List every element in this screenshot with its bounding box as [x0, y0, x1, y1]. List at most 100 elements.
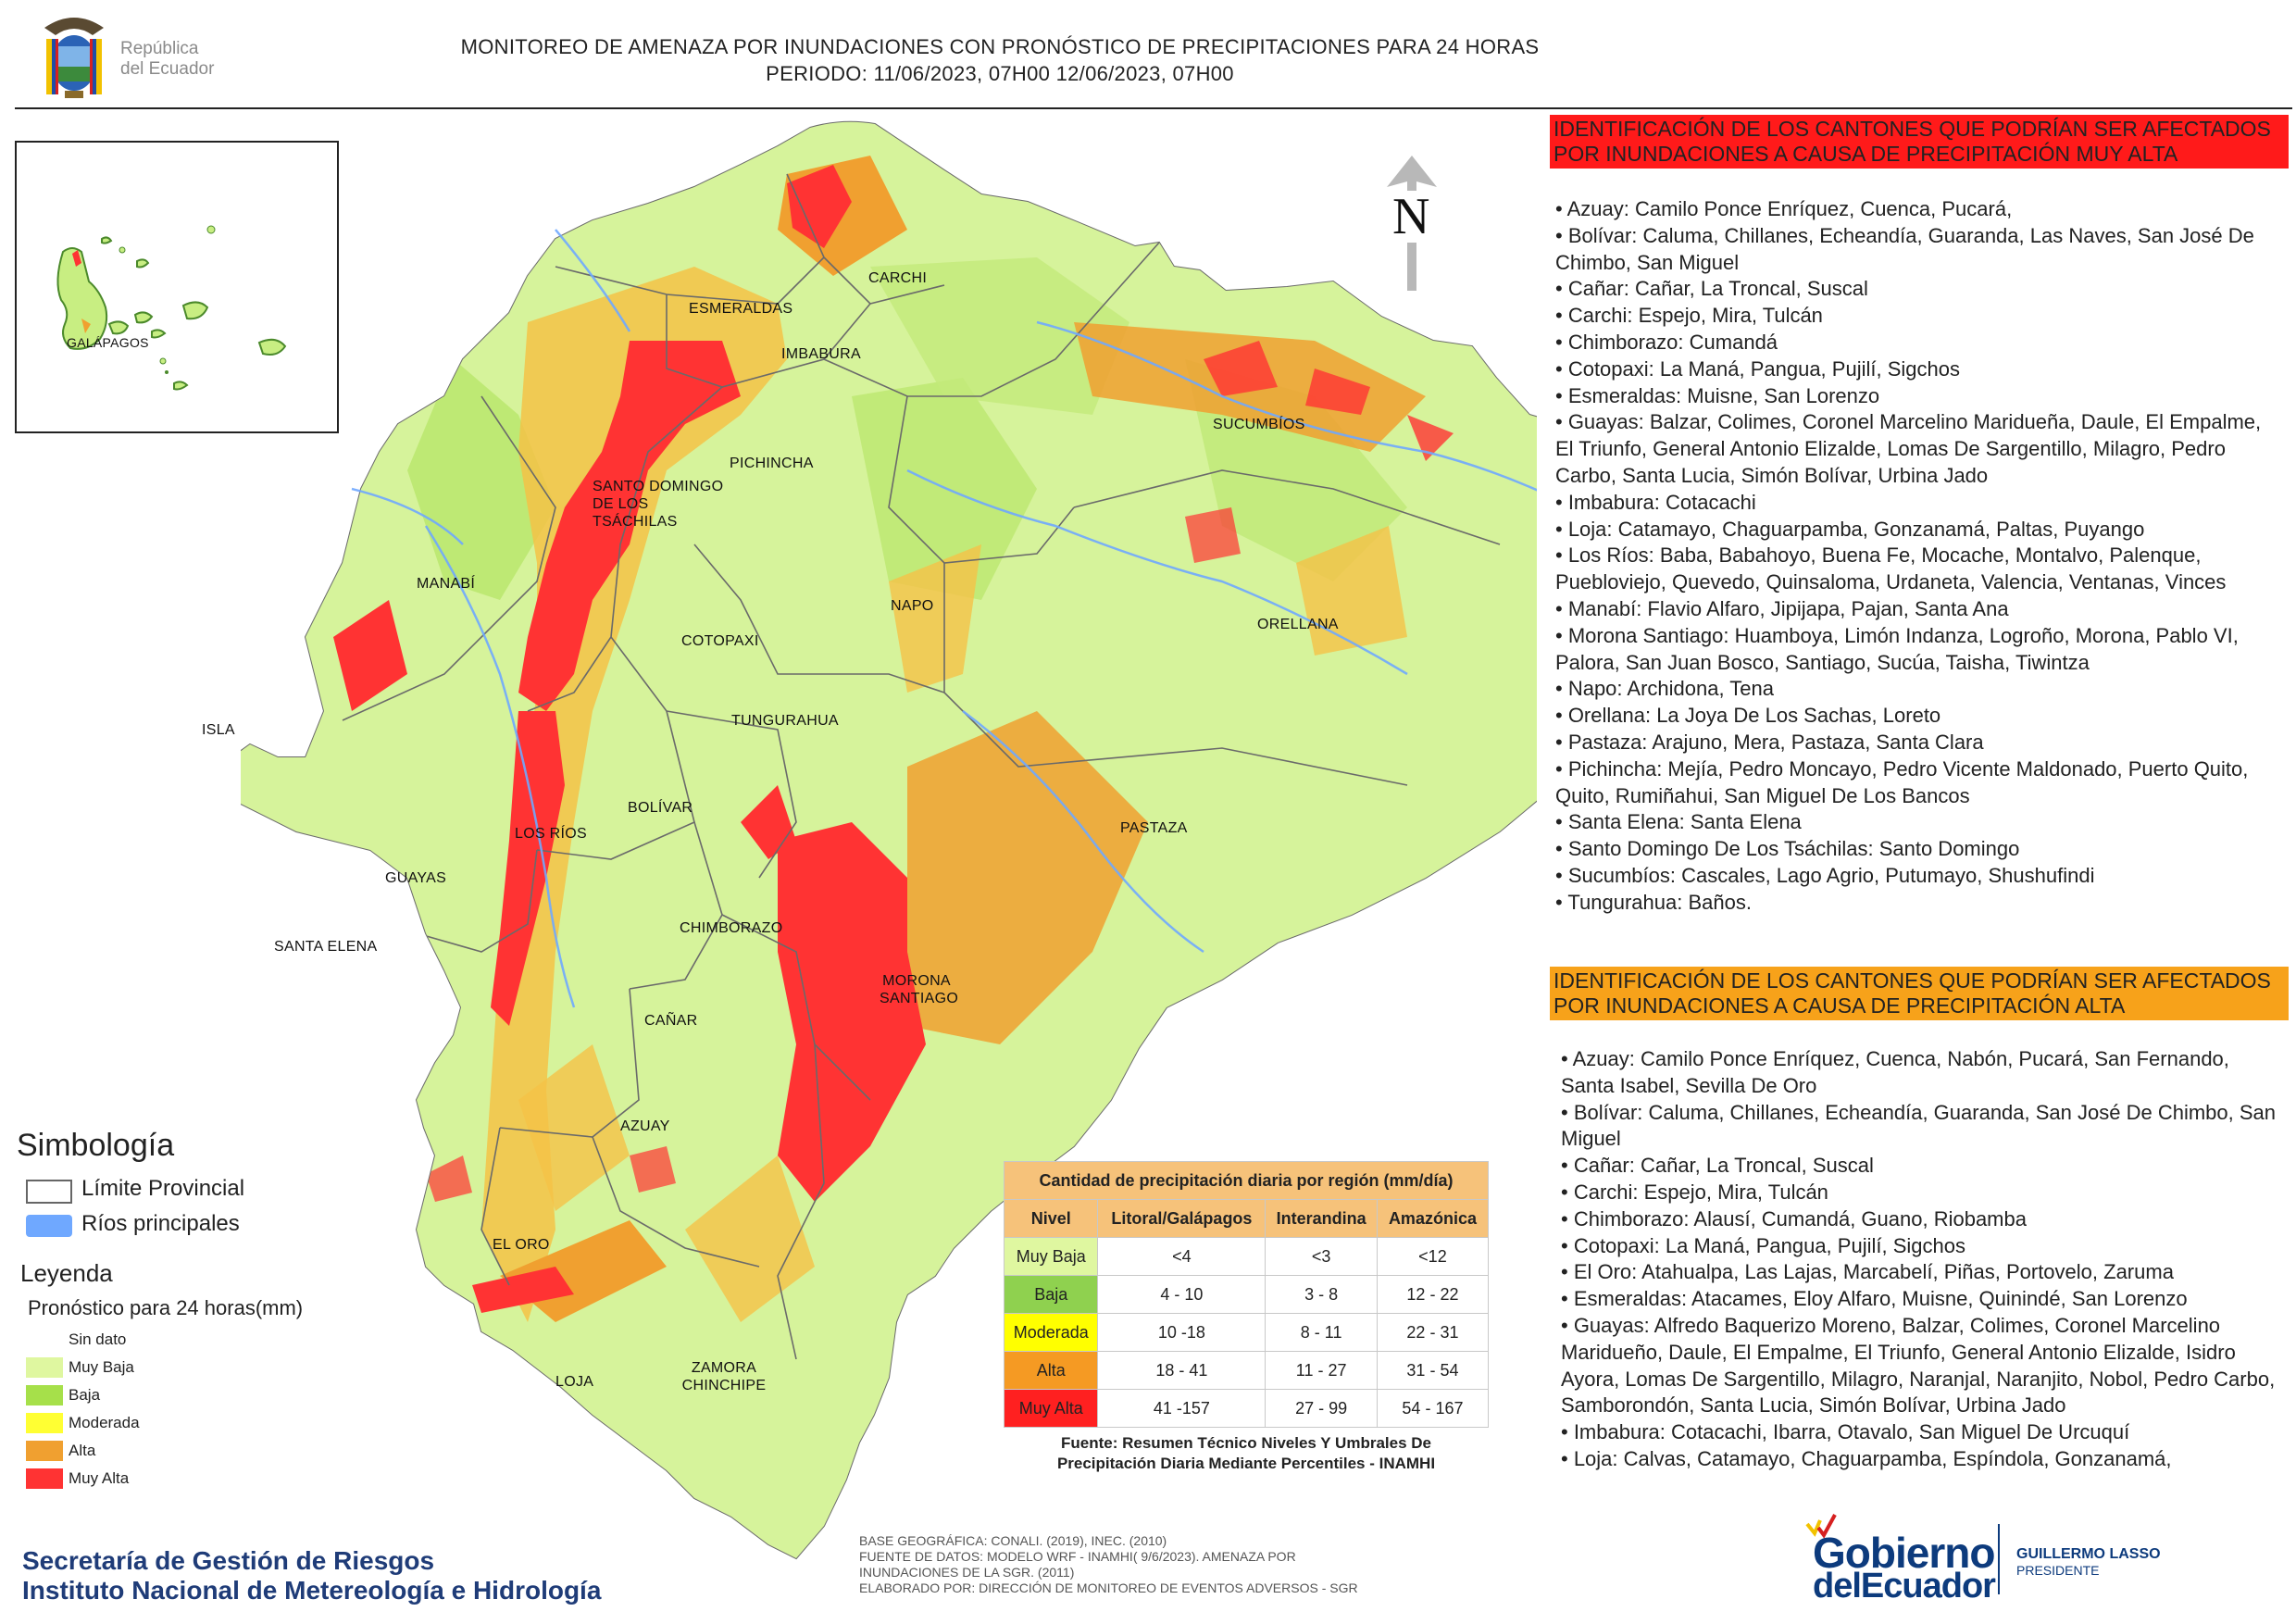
litoral-cell: 10 -18	[1097, 1313, 1267, 1352]
rios-label: Ríos principales	[81, 1211, 240, 1236]
province-label-santa-elena: SANTA ELENA	[274, 939, 378, 955]
rivers	[351, 229, 1537, 1008]
interandina-cell: 11 - 27	[1265, 1351, 1378, 1390]
pronostico-title: Pronóstico para 24 horas(mm)	[28, 1296, 304, 1319]
galapagos-label: GALÁPAGOS	[67, 335, 149, 350]
rios-swatch	[26, 1215, 72, 1237]
list-item: • Bolívar: Caluma, Chillanes, Echeandía,…	[1555, 223, 2254, 274]
precipitation-thresholds-table: Cantidad de precipitación diaria por reg…	[1003, 1161, 1490, 1428]
litoral-cell: 41 -157	[1097, 1389, 1267, 1428]
simbologia-title: Simbología	[17, 1128, 175, 1163]
table-header: Litoral/Galápagos	[1097, 1199, 1267, 1238]
president-title: PRESIDENTE	[2016, 1563, 2100, 1578]
table-header: Interandina	[1265, 1199, 1378, 1238]
province-label-tungurahua: TUNGURAHUA	[731, 713, 839, 729]
president-name: GUILLERMO LASSO	[2016, 1546, 2161, 1562]
table-header: Nivel	[1003, 1199, 1099, 1238]
province-label-cotopaxi: COTOPAXI	[681, 633, 759, 649]
amazonica-cell: 54 - 167	[1376, 1389, 1490, 1428]
panel-alta-title: IDENTIFICACIÓN DE LOS CANTONES QUE PODRÍ…	[1550, 967, 2289, 1020]
province-label-pastaza: PASTAZA	[1120, 820, 1188, 836]
province-label-imbabura: IMBABURA	[781, 346, 861, 362]
interandina-cell: 8 - 11	[1265, 1313, 1378, 1352]
amazonica-cell: <12	[1376, 1237, 1490, 1276]
nivel-cell: Muy Baja	[1003, 1237, 1099, 1276]
republica-logo: República del Ecuador	[37, 11, 250, 104]
coat-of-arms-icon	[44, 18, 104, 98]
amazonica-cell: 31 - 54	[1376, 1351, 1490, 1390]
list-item: • Cotopaxi: La Maná, Pangua, Pujilí, Sig…	[1561, 1233, 1965, 1257]
logo-text-line2: del Ecuador	[120, 59, 215, 79]
interandina-cell: 27 - 99	[1265, 1389, 1378, 1428]
galapagos-inset: GALÁPAGOS	[15, 141, 339, 433]
table-row: Muy Baja <4 <3 <12	[1003, 1237, 1490, 1276]
swatch-baja	[26, 1385, 63, 1405]
list-item: • Pastaza: Arajuno, Mera, Pastaza, Santa…	[1555, 730, 1984, 754]
table-row: Muy Alta 41 -157 27 - 99 54 - 167	[1003, 1389, 1490, 1428]
province-label-guayas: GUAYAS	[385, 870, 447, 886]
province-label-esmeraldas: ESMERALDAS	[689, 301, 793, 317]
province-label-bolivar: BOLÍVAR	[628, 800, 693, 816]
list-item: • El Oro: Atahualpa, Las Lajas, Marcabel…	[1561, 1260, 2174, 1284]
province-label-azuay: AZUAY	[620, 1118, 670, 1134]
table-row: Moderada 10 -18 8 - 11 22 - 31	[1003, 1313, 1490, 1352]
list-item: • Cañar: Cañar, La Troncal, Suscal	[1561, 1154, 1874, 1178]
title-period: PERIODO: 11/06/2023, 07H00 12/06/2023, 0…	[766, 62, 1234, 85]
list-item: • Loja: Calvas, Catamayo, Chaguarpamba, …	[1561, 1446, 2172, 1470]
list-item: • Imbabura: Cotacachi, Ibarra, Otavalo, …	[1561, 1420, 2130, 1444]
list-item: • Esmeraldas: Atacames, Eloy Alfaro, Mui…	[1561, 1287, 2188, 1311]
map-title: MONITOREO DE AMENAZA POR INUNDACIONES CO…	[444, 33, 1555, 87]
list-item: • Guayas: Balzar, Colimes, Coronel Marce…	[1555, 410, 2262, 487]
header-divider	[15, 107, 2292, 109]
list-item: • Chimborazo: Cumandá	[1555, 330, 1778, 354]
base-note: FUENTE DE DATOS: MODELO WRF - INAMHI( 9/…	[859, 1549, 1296, 1564]
base-notes: BASE GEOGRÁFICA: CONALI. (2019), INEC. (…	[859, 1533, 1378, 1596]
province-label-carchi: CARCHI	[868, 270, 928, 286]
province-label-zamora-chinchipe: ZAMORA CHINCHIPE	[681, 1360, 767, 1393]
legend-label: Muy Baja	[69, 1358, 134, 1376]
panel-alta-list: • Azuay: Camilo Ponce Enríquez, Cuenca, …	[1561, 1046, 2279, 1473]
interandina-cell: <3	[1265, 1237, 1378, 1276]
isla-label: ISLA	[202, 722, 235, 738]
interandina-cell: 3 - 8	[1265, 1275, 1378, 1314]
base-note: INUNDACIONES DE LA SGR. (2011)	[859, 1565, 1075, 1580]
logo-text-line1: República	[120, 39, 199, 58]
table-header: Amazónica	[1376, 1199, 1490, 1238]
list-item: • Imbabura: Cotacachi	[1555, 490, 1756, 514]
logo-divider	[1998, 1524, 2000, 1594]
nivel-cell: Baja	[1003, 1275, 1099, 1314]
table-row: Baja 4 - 10 3 - 8 12 - 22	[1003, 1275, 1490, 1314]
swatch-muy-baja	[26, 1357, 63, 1378]
legend-label: Muy Alta	[69, 1469, 130, 1487]
litoral-cell: 4 - 10	[1097, 1275, 1267, 1314]
swatch-alta	[26, 1441, 63, 1461]
nivel-cell: Muy Alta	[1003, 1389, 1099, 1428]
swatch-moderada	[26, 1413, 63, 1433]
legend-label: Baja	[69, 1386, 101, 1404]
province-label-loja: LOJA	[555, 1374, 594, 1390]
province-label-sucumbios: SUCUMBÍOS	[1213, 417, 1305, 432]
list-item: • Carchi: Espejo, Mira, Tulcán	[1561, 1180, 1828, 1204]
swatch-sin-dato	[26, 1330, 63, 1350]
amazonica-cell: 12 - 22	[1376, 1275, 1490, 1314]
source-line1: Fuente: Resumen Técnico Niveles Y Umbral…	[1061, 1434, 1431, 1452]
panel-muy-alta-list: • Azuay: Camilo Ponce Enríquez, Cuenca, …	[1555, 196, 2277, 917]
del-ecuador-text: delEcuador	[1813, 1567, 1996, 1605]
nivel-cell: Alta	[1003, 1351, 1099, 1390]
list-item: • Tungurahua: Baños.	[1555, 890, 1752, 914]
list-item: • Morona Santiago: Huamboya, Limón Indan…	[1555, 623, 2239, 674]
list-item: • Manabí: Flavio Alfaro, Jipijapa, Pajan…	[1555, 596, 2009, 620]
list-item: • Orellana: La Joya De Los Sachas, Loret…	[1555, 704, 1941, 728]
province-label-canar: CAÑAR	[644, 1013, 698, 1029]
litoral-cell: 18 - 41	[1097, 1351, 1267, 1390]
province-label-napo: NAPO	[891, 598, 934, 614]
provincial-boundaries	[342, 173, 1501, 1360]
province-label-chimborazo: CHIMBORAZO	[680, 920, 783, 936]
swatch-muy-alta	[26, 1468, 63, 1489]
base-note: ELABORADO POR: DIRECCIÓN DE MONITOREO DE…	[859, 1580, 1358, 1595]
list-item: • Santa Elena: Santa Elena	[1555, 810, 1802, 834]
list-item: • Santo Domingo De Los Tsáchilas: Santo …	[1555, 837, 2020, 861]
province-label-morona-santiago: MORONA SANTIAGO	[880, 973, 959, 1006]
legend-label: Sin dato	[69, 1330, 127, 1348]
list-item: • Loja: Catamayo, Chaguarpamba, Gonzanam…	[1555, 517, 2145, 541]
